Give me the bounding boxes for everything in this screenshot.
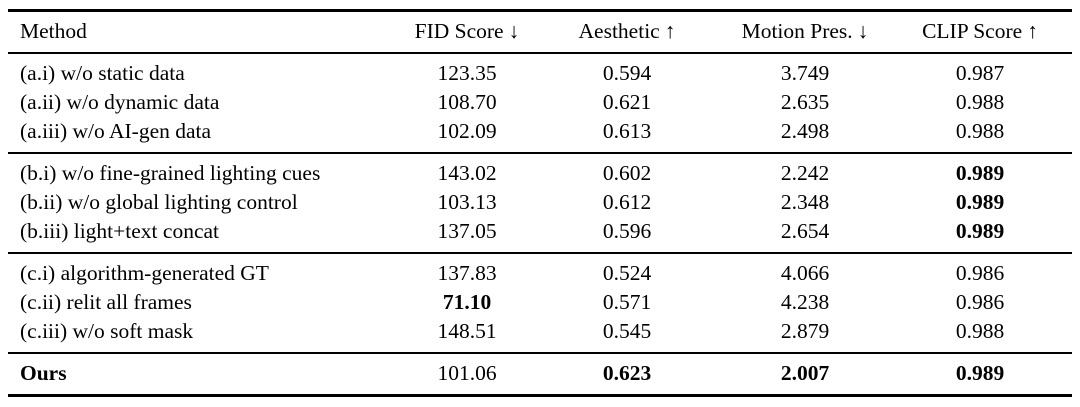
motion-cell: 2.879: [780, 319, 830, 343]
table-row: (a.ii) w/o dynamic data 108.70 0.621 2.6…: [8, 88, 1072, 117]
table-row: (b.iii) light+text concat 137.05 0.596 2…: [8, 217, 1072, 253]
method-cell: (a.i) w/o static data: [20, 61, 185, 85]
fid-cell: 108.70: [437, 90, 497, 114]
group-b-ablations: (b.i) w/o fine-grained lighting cues 143…: [8, 153, 1072, 253]
aesthetic-cell: 0.623: [602, 361, 652, 385]
aesthetic-cell: 0.621: [602, 90, 652, 114]
aesthetic-cell: 0.596: [602, 219, 652, 243]
method-cell: (a.ii) w/o dynamic data: [20, 90, 220, 114]
ours-row-group: Ours 101.06 0.623 2.007 0.989: [8, 353, 1072, 396]
group-c-ablations: (c.i) algorithm-generated GT 137.83 0.52…: [8, 253, 1072, 353]
motion-cell: 2.348: [780, 190, 830, 214]
motion-cell: 2.654: [780, 219, 830, 243]
table-row: (a.i) w/o static data 123.35 0.594 3.749…: [8, 53, 1072, 88]
col-header-fid-score: FID Score ↓: [414, 19, 520, 43]
col-header-clip-score: CLIP Score ↑: [922, 19, 1038, 43]
method-cell: (b.i) w/o fine-grained lighting cues: [20, 161, 321, 185]
table-row-ours: Ours 101.06 0.623 2.007 0.989: [8, 353, 1072, 396]
clip-cell: 0.988: [955, 90, 1005, 114]
motion-cell: 4.066: [780, 261, 830, 285]
method-cell: (b.iii) light+text concat: [20, 219, 220, 243]
col-header-method: Method: [20, 19, 87, 43]
col-header-aesthetic: Aesthetic ↑: [578, 19, 676, 43]
clip-cell: 0.988: [955, 319, 1005, 343]
table-header: Method FID Score ↓ Aesthetic ↑ Motion Pres…: [8, 10, 1072, 53]
table-row: (c.iii) w/o soft mask 148.51 0.545 2.879…: [8, 317, 1072, 353]
method-cell: (c.i) algorithm-generated GT: [20, 261, 269, 285]
clip-cell: 0.989: [955, 190, 1005, 214]
clip-cell: 0.989: [955, 161, 1005, 185]
header-row: Method FID Score ↓ Aesthetic ↑ Motion Pres…: [8, 10, 1072, 53]
motion-cell: 2.242: [780, 161, 830, 185]
clip-cell: 0.987: [955, 61, 1005, 85]
arrow-down-icon: ↓: [508, 19, 520, 43]
fid-cell: 71.10: [442, 290, 492, 314]
table-row: (c.i) algorithm-generated GT 137.83 0.52…: [8, 253, 1072, 288]
aesthetic-cell: 0.613: [602, 119, 652, 143]
fid-cell: 103.13: [437, 190, 497, 214]
clip-cell: 0.986: [955, 290, 1005, 314]
aesthetic-cell: 0.571: [602, 290, 652, 314]
clip-cell: 0.986: [955, 261, 1005, 285]
motion-cell: 2.635: [780, 90, 830, 114]
fid-cell: 102.09: [437, 119, 497, 143]
clip-cell: 0.989: [955, 361, 1005, 385]
aesthetic-cell: 0.602: [602, 161, 652, 185]
motion-cell: 3.749: [780, 61, 830, 85]
col-header-motion-pres: Motion Pres. ↓: [741, 19, 869, 43]
fid-cell: 143.02: [437, 161, 497, 185]
arrow-up-icon: ↑: [1027, 19, 1038, 43]
table-row: (a.iii) w/o AI-gen data 102.09 0.613 2.4…: [8, 117, 1072, 153]
motion-cell: 2.007: [780, 361, 830, 385]
aesthetic-cell: 0.545: [602, 319, 652, 343]
fid-cell: 101.06: [437, 361, 497, 385]
method-cell: (a.iii) w/o AI-gen data: [20, 119, 212, 143]
fid-cell: 123.35: [437, 61, 497, 85]
method-cell: (c.iii) w/o soft mask: [20, 319, 194, 343]
aesthetic-cell: 0.612: [602, 190, 652, 214]
method-cell: (b.ii) w/o global lighting control: [20, 190, 298, 214]
motion-cell: 2.498: [780, 119, 830, 143]
fid-cell: 137.83: [437, 261, 497, 285]
aesthetic-cell: 0.594: [602, 61, 652, 85]
table-row: (c.ii) relit all frames 71.10 0.571 4.23…: [8, 288, 1072, 317]
clip-cell: 0.988: [955, 119, 1005, 143]
ablation-results-table: Method FID Score ↓ Aesthetic ↑ Motion Pres…: [8, 9, 1072, 397]
arrow-down-icon: ↓: [857, 19, 869, 43]
motion-cell: 4.238: [780, 290, 830, 314]
table-row: (b.i) w/o fine-grained lighting cues 143…: [8, 153, 1072, 188]
arrow-up-icon: ↑: [664, 19, 676, 43]
group-a-ablations: (a.i) w/o static data 123.35 0.594 3.749…: [8, 53, 1072, 153]
table-row: (b.ii) w/o global lighting control 103.1…: [8, 188, 1072, 217]
clip-cell: 0.989: [955, 219, 1005, 243]
method-cell: (c.ii) relit all frames: [20, 290, 192, 314]
fid-cell: 137.05: [437, 219, 497, 243]
method-cell: Ours: [20, 361, 67, 385]
fid-cell: 148.51: [437, 319, 497, 343]
aesthetic-cell: 0.524: [602, 261, 652, 285]
